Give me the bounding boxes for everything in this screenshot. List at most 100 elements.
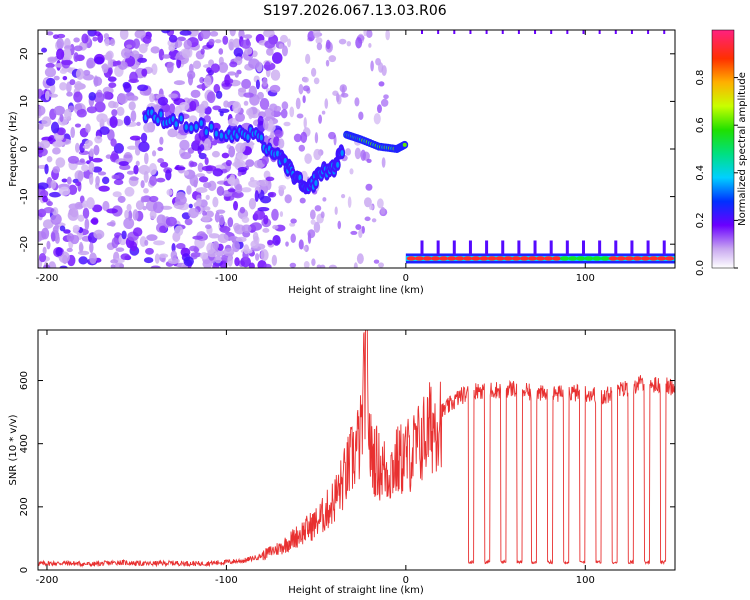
- spectrogram-cell: [59, 69, 68, 74]
- spectrogram-cell: [264, 107, 275, 119]
- spectrogram-cell: [270, 130, 275, 139]
- spectrogram-cell: [469, 30, 472, 34]
- spectrogram-cell: [245, 159, 255, 167]
- spectrogram-cell: [265, 176, 275, 182]
- spectrogram-cell: [82, 144, 90, 149]
- spectrogram-cell: [273, 136, 280, 147]
- spectrogram-cell: [322, 197, 327, 202]
- spectrogram-cell: [50, 232, 56, 242]
- spectrogram-cell: [106, 208, 118, 214]
- spec-ytick-label: 0: [19, 146, 30, 152]
- spectrogram-cell: [468, 240, 472, 255]
- spectrogram-cell: [54, 234, 60, 244]
- spectrogram-cell: [158, 48, 165, 61]
- spectrogram-cell: [243, 34, 253, 39]
- spectrogram-cell: [44, 67, 57, 78]
- carrier-segment: [543, 256, 553, 261]
- spectrogram-cell: [228, 145, 236, 158]
- spectrogram-cell: [165, 169, 172, 181]
- spectrogram-cell: [501, 240, 505, 255]
- spectrogram-cell: [212, 168, 224, 177]
- spectrogram-cell: [280, 108, 288, 119]
- spectrogram-cell: [261, 155, 269, 165]
- spectrogram-cell: [149, 93, 155, 103]
- spectrogram-cell: [104, 38, 110, 47]
- spectrogram-cell: [78, 241, 84, 254]
- spectrogram-cell: [179, 30, 192, 36]
- spectrogram-cell: [45, 77, 56, 86]
- spectrogram-cell: [184, 124, 188, 131]
- spectrogram-cell: [338, 38, 347, 45]
- spectrogram-cell: [140, 132, 148, 143]
- spectrogram-cell: [144, 239, 149, 246]
- spectrogram-cell: [313, 148, 322, 161]
- spectrogram-cell: [281, 101, 289, 110]
- spectrogram-cell: [222, 35, 229, 45]
- snr-frame: [37, 329, 676, 571]
- spectrogram-cell: [159, 111, 163, 118]
- spectrogram-cell: [200, 30, 211, 40]
- spectrogram-cell: [320, 211, 325, 219]
- spectrogram-cell: [70, 207, 79, 218]
- spectrogram-cell: [73, 91, 83, 103]
- spectrogram-cell: [350, 230, 358, 235]
- spectrogram-cell: [86, 106, 98, 114]
- spectrogram-cell: [250, 222, 263, 231]
- spectrogram-cell: [93, 144, 100, 156]
- spectrogram-cell: [161, 103, 171, 113]
- spectrogram-cell: [107, 76, 117, 82]
- spectrogram-cell: [283, 157, 287, 164]
- spectrogram-cell: [82, 74, 95, 81]
- spectrogram-cell: [79, 158, 85, 163]
- spectrogram-cell: [662, 240, 666, 255]
- spectrogram-cell: [107, 58, 114, 70]
- spectrogram-cell: [353, 262, 358, 268]
- colorbar-label: Normalized spectral amplitude: [737, 72, 748, 226]
- spectrogram-cell: [150, 46, 160, 54]
- spectrogram-cell: [189, 245, 199, 252]
- spectrogram-cell: [129, 135, 142, 141]
- snr-ytick-label: 600: [19, 371, 30, 390]
- spectrogram-cell: [356, 253, 364, 265]
- spectrogram-cell: [345, 148, 352, 156]
- spectrogram-cell: [299, 197, 306, 204]
- spectrogram-cell: [207, 249, 218, 258]
- carrier-segment: [640, 256, 650, 261]
- spectrogram-cell: [239, 206, 246, 214]
- colorbar-tick-label: 0.8: [695, 70, 706, 86]
- spectrogram-cell: [61, 178, 68, 183]
- spectrogram-cell: [324, 98, 329, 109]
- spectrogram-cell: [355, 224, 362, 231]
- spectrogram-cell: [340, 150, 344, 157]
- spectrogram-cell: [55, 141, 65, 147]
- spectrogram-cell: [234, 257, 240, 267]
- snr-xlabel: Height of straight line (km): [288, 585, 424, 596]
- spectrogram-cell: [114, 262, 125, 268]
- spectrogram-cell: [110, 138, 117, 147]
- spectrogram-cell: [290, 218, 297, 224]
- spectrogram-cell: [123, 217, 135, 230]
- snr-ytick-label: 200: [19, 497, 30, 516]
- spectrogram-cell: [75, 181, 81, 187]
- spectrogram-cell: [88, 161, 95, 173]
- spectrogram-cell: [337, 220, 342, 230]
- spectrogram-cell: [89, 242, 94, 254]
- spectrogram-cell: [243, 244, 250, 255]
- spectrogram-cell: [77, 214, 85, 222]
- carrier-segment: [535, 256, 545, 261]
- spectrogram-cell: [127, 145, 138, 150]
- spectrogram-heatmap: [38, 30, 675, 268]
- spectrogram-cell: [238, 30, 245, 40]
- spectrogram-cell: [156, 117, 160, 124]
- carrier-segment: [665, 256, 675, 261]
- spectrogram-cell: [102, 91, 112, 100]
- spectrogram-cell: [167, 257, 180, 265]
- spectrogram-cell: [262, 228, 270, 233]
- spectrogram-cell: [598, 30, 601, 34]
- spectrogram-cell: [198, 176, 209, 183]
- colorbar-tick-label: 0.6: [695, 117, 706, 133]
- spectrogram-cell: [243, 100, 249, 106]
- spectrogram-cell: [124, 186, 135, 197]
